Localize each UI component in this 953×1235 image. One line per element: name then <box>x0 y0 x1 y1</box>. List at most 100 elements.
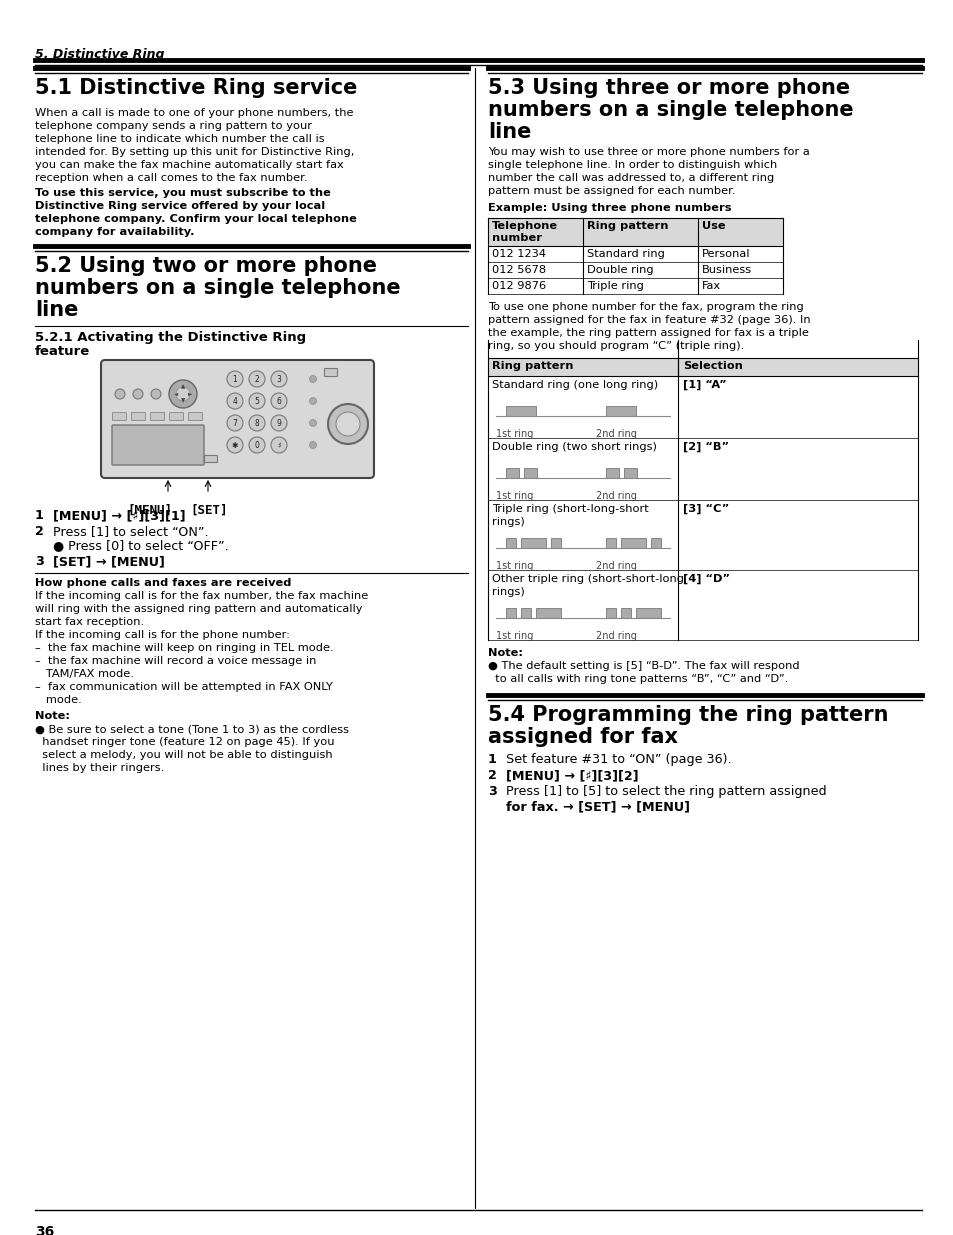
Text: –  fax communication will be attempted in FAX ONLY: – fax communication will be attempted in… <box>35 682 333 692</box>
Circle shape <box>309 441 316 448</box>
Text: 4: 4 <box>233 396 237 405</box>
Bar <box>551 538 560 548</box>
Bar <box>505 608 516 618</box>
Text: 5.3 Using three or more phone: 5.3 Using three or more phone <box>488 78 849 98</box>
Text: 1: 1 <box>488 753 497 766</box>
Text: Selection: Selection <box>682 361 742 370</box>
Text: How phone calls and faxes are received: How phone calls and faxes are received <box>35 578 291 588</box>
Text: 1st ring: 1st ring <box>496 429 533 438</box>
Text: single telephone line. In order to distinguish which: single telephone line. In order to disti… <box>488 161 777 170</box>
Text: the example, the ring pattern assigned for fax is a triple: the example, the ring pattern assigned f… <box>488 329 808 338</box>
Bar <box>536 608 560 618</box>
Text: ▲: ▲ <box>181 384 185 389</box>
Text: Press [1] to [5] to select the ring pattern assigned: Press [1] to [5] to select the ring patt… <box>505 785 825 798</box>
Text: ● Press [0] to select “OFF”.: ● Press [0] to select “OFF”. <box>53 538 229 552</box>
FancyBboxPatch shape <box>132 412 146 420</box>
Text: 5.1 Distinctive Ring service: 5.1 Distinctive Ring service <box>35 78 357 98</box>
Text: select a melody, you will not be able to distinguish: select a melody, you will not be able to… <box>35 750 333 760</box>
Text: Other triple ring (short-short-long: Other triple ring (short-short-long <box>492 574 683 584</box>
Text: 5.2.1 Activating the Distinctive Ring: 5.2.1 Activating the Distinctive Ring <box>35 331 306 345</box>
Text: 6: 6 <box>276 396 281 405</box>
Text: 2: 2 <box>35 525 44 538</box>
FancyBboxPatch shape <box>204 456 217 462</box>
Bar <box>520 538 545 548</box>
Text: 2: 2 <box>488 769 497 782</box>
Text: 3: 3 <box>488 785 497 798</box>
Text: 1: 1 <box>35 509 44 522</box>
FancyBboxPatch shape <box>324 368 337 377</box>
Text: ✱: ✱ <box>232 441 238 450</box>
Text: start fax reception.: start fax reception. <box>35 618 144 627</box>
Text: Telephone: Telephone <box>492 221 558 231</box>
Text: ◄: ◄ <box>173 391 178 396</box>
Text: 36: 36 <box>35 1225 54 1235</box>
Text: Note:: Note: <box>488 648 522 658</box>
Text: lines by their ringers.: lines by their ringers. <box>35 763 164 773</box>
Text: intended for. By setting up this unit for Distinctive Ring,: intended for. By setting up this unit fo… <box>35 147 354 157</box>
Text: ►: ► <box>188 391 192 396</box>
Text: number the call was addressed to, a different ring: number the call was addressed to, a diff… <box>488 173 774 183</box>
Circle shape <box>227 437 243 453</box>
Text: ring, so you should program “C” (triple ring).: ring, so you should program “C” (triple … <box>488 341 743 351</box>
Text: 2nd ring: 2nd ring <box>596 631 637 641</box>
Circle shape <box>309 375 316 383</box>
Text: Standard ring: Standard ring <box>586 249 664 259</box>
Text: for fax. → [SET] → [MENU]: for fax. → [SET] → [MENU] <box>505 800 689 813</box>
Bar <box>620 538 645 548</box>
Bar <box>523 468 537 478</box>
Text: If the incoming call is for the fax number, the fax machine: If the incoming call is for the fax numb… <box>35 592 368 601</box>
Text: Triple ring: Triple ring <box>586 282 643 291</box>
Text: ▼: ▼ <box>181 399 185 404</box>
Text: assigned for fax: assigned for fax <box>488 727 678 747</box>
Text: 012 9876: 012 9876 <box>492 282 545 291</box>
Circle shape <box>249 370 265 387</box>
Text: 5: 5 <box>254 396 259 405</box>
Text: Personal: Personal <box>701 249 750 259</box>
Circle shape <box>227 370 243 387</box>
Circle shape <box>151 389 161 399</box>
Text: 5. Distinctive Ring: 5. Distinctive Ring <box>35 48 164 61</box>
Text: telephone company sends a ring pattern to your: telephone company sends a ring pattern t… <box>35 121 312 131</box>
Circle shape <box>169 380 196 408</box>
Text: Standard ring (one long ring): Standard ring (one long ring) <box>492 380 658 390</box>
Bar <box>505 538 516 548</box>
Text: line: line <box>35 300 78 320</box>
Bar <box>520 608 531 618</box>
Circle shape <box>115 389 125 399</box>
Text: 2nd ring: 2nd ring <box>596 429 637 438</box>
Text: [3] “C”: [3] “C” <box>682 504 728 514</box>
Bar <box>505 406 536 416</box>
Text: [SET]: [SET] <box>190 504 227 517</box>
Text: ♯: ♯ <box>276 441 280 450</box>
Circle shape <box>249 437 265 453</box>
Text: TAM/FAX mode.: TAM/FAX mode. <box>35 669 133 679</box>
Text: You may wish to use three or more phone numbers for a: You may wish to use three or more phone … <box>488 147 809 157</box>
Circle shape <box>271 415 287 431</box>
Circle shape <box>249 415 265 431</box>
Bar <box>488 358 917 375</box>
Text: [SET] → [MENU]: [SET] → [MENU] <box>53 555 165 568</box>
Circle shape <box>309 420 316 426</box>
Text: 8: 8 <box>254 419 259 427</box>
Text: –  the fax machine will record a voice message in: – the fax machine will record a voice me… <box>35 656 316 666</box>
Text: 012 5678: 012 5678 <box>492 266 545 275</box>
Bar <box>650 538 660 548</box>
Text: 5.4 Programming the ring pattern: 5.4 Programming the ring pattern <box>488 705 887 725</box>
Text: will ring with the assigned ring pattern and automatically: will ring with the assigned ring pattern… <box>35 604 362 614</box>
Text: numbers on a single telephone: numbers on a single telephone <box>488 100 853 120</box>
Text: 2nd ring: 2nd ring <box>596 561 637 571</box>
Text: 9: 9 <box>276 419 281 427</box>
Text: rings): rings) <box>492 587 524 597</box>
Bar <box>623 468 637 478</box>
FancyBboxPatch shape <box>170 412 183 420</box>
Text: [MENU] → [♯][3][1]: [MENU] → [♯][3][1] <box>53 509 186 522</box>
Text: Set feature #31 to “ON” (page 36).: Set feature #31 to “ON” (page 36). <box>505 753 731 766</box>
Circle shape <box>271 437 287 453</box>
Text: telephone line to indicate which number the call is: telephone line to indicate which number … <box>35 135 324 144</box>
Text: Distinctive Ring service offered by your local: Distinctive Ring service offered by your… <box>35 201 325 211</box>
Bar <box>636 608 660 618</box>
Bar <box>605 468 618 478</box>
Text: telephone company. Confirm your local telephone: telephone company. Confirm your local te… <box>35 214 356 224</box>
Text: handset ringer tone (feature 12 on page 45). If you: handset ringer tone (feature 12 on page … <box>35 737 335 747</box>
Text: Ring pattern: Ring pattern <box>586 221 668 231</box>
